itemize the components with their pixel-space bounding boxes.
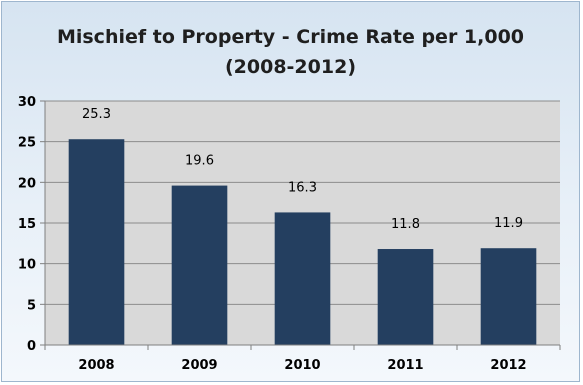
y-tick-label: 30 bbox=[18, 95, 36, 110]
x-tick-label-2009: 2009 bbox=[181, 358, 217, 373]
bar-2012 bbox=[480, 248, 537, 345]
x-tick-label-2010: 2010 bbox=[284, 358, 320, 373]
y-tick-label: 5 bbox=[27, 298, 36, 313]
bars bbox=[68, 139, 537, 345]
x-tick-label-2012: 2012 bbox=[490, 358, 526, 373]
x-tick-label-2011: 2011 bbox=[387, 358, 423, 373]
bar-2010 bbox=[274, 212, 331, 345]
data-label-2009: 19.6 bbox=[185, 154, 214, 169]
x-tick-label-2008: 2008 bbox=[78, 358, 114, 373]
y-tick-label: 15 bbox=[18, 217, 36, 232]
bar-2008 bbox=[68, 139, 125, 345]
x-axis-ticks: 2008 2009 2010 2011 2012 bbox=[44, 345, 561, 373]
data-label-2012: 11.9 bbox=[494, 216, 523, 231]
data-label-2008: 25.3 bbox=[82, 107, 111, 122]
chart-title: Mischief to Property - Crime Rate per 1,… bbox=[56, 26, 525, 78]
y-axis-ticks: 0 5 10 15 20 25 30 bbox=[18, 95, 45, 354]
data-label-2011: 11.8 bbox=[391, 217, 420, 232]
y-tick-label: 20 bbox=[18, 176, 36, 191]
y-tick-label: 0 bbox=[27, 339, 36, 354]
bar-2011 bbox=[377, 249, 434, 345]
data-labels: 25.3 19.6 16.3 11.8 11.9 bbox=[82, 107, 523, 232]
data-label-2010: 16.3 bbox=[288, 180, 317, 195]
y-tick-label: 10 bbox=[18, 258, 36, 273]
y-tick-label: 25 bbox=[18, 136, 36, 151]
bar-2009 bbox=[171, 185, 228, 345]
